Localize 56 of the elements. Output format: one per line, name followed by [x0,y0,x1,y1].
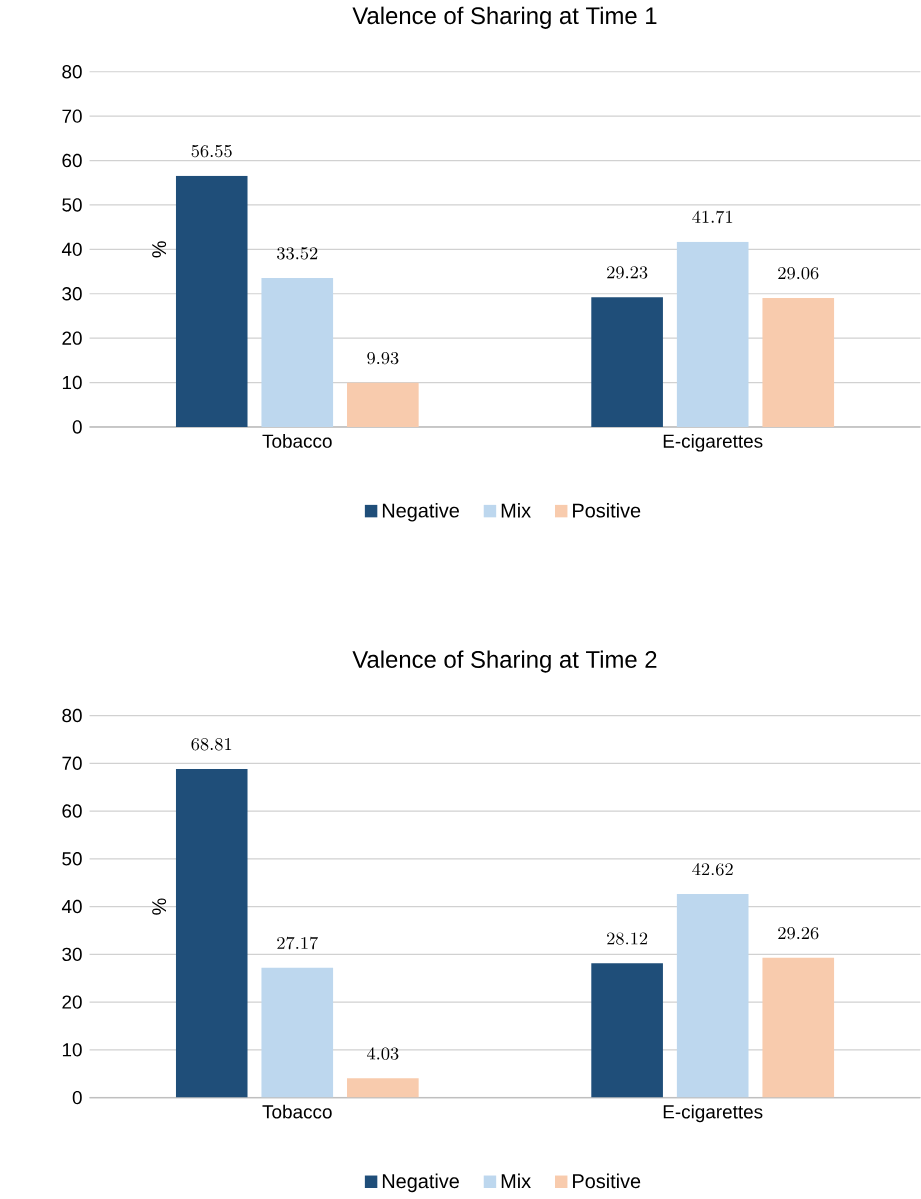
chart-title: Valence of Sharing at Time 2 [352,650,657,673]
y-tick-label: 20 [62,331,82,345]
data-label: 56.55 [191,144,232,158]
x-tick-label: Tobacco [262,1104,332,1119]
legend-label: Positive [572,502,641,518]
data-label: 28. 12 [606,932,648,945]
bar [591,963,663,1098]
data-label: 27. 17 [277,936,318,950]
data-label: 29.06 [778,267,819,280]
bar [591,297,663,427]
bar [346,382,419,427]
y-tick-label: 30 [62,947,82,962]
data-label: 29.23 [606,266,648,279]
bar [175,768,248,1098]
y-tick-label: 80 [62,708,82,723]
y-tick-label: 80 [62,65,82,79]
bar [762,297,834,427]
bar [762,957,834,1098]
bar [175,175,248,427]
data-label: 29.26 [778,926,819,940]
bar [261,278,333,427]
y-tick-label: 10 [62,375,82,390]
y-tick-label: 50 [62,852,82,866]
y-axis-title: % [152,898,167,915]
y-tick-label: 40 [61,899,82,914]
legend-label: Positive [572,1173,641,1189]
y-tick-label: 30 [62,287,82,301]
y-tick-label: 20 [62,995,82,1009]
legend-label: Mix [501,1173,531,1189]
y-tick-label: 60 [62,153,82,168]
data-label: 42.62 [692,862,733,876]
legend-label: Mix [501,502,531,518]
y-axis-title: % [152,241,167,258]
legend-label: Negative [382,502,459,522]
y-tick-label: 70 [62,109,82,123]
bar [261,967,333,1098]
y-tick-label: 10 [62,1043,82,1057]
y-tick-label: 0 [72,420,82,434]
data-label: 68.81 [191,738,232,751]
legend-label: Negative [382,1173,459,1193]
bar [346,1078,419,1098]
data-label: 41 .71 [692,210,733,224]
chart-title: Valence of Sharing at Time 1 [352,6,657,29]
data-label: 33.52 [276,247,318,260]
x-tick-label: E-cigarettes [663,1104,763,1123]
x-tick-label: E-cigarettes [663,433,763,452]
y-tick-label: 60 [62,804,82,818]
data-label: 4.03 [366,1047,399,1060]
bar [676,894,749,1098]
data-label: 9.93 [367,351,399,365]
bar [676,241,749,427]
y-tick-label: 40 [61,242,82,257]
y-tick-label: 70 [62,756,82,770]
y-tick-label: 50 [62,198,82,212]
y-tick-label: 0 [72,1090,82,1105]
x-tick-label: Tobacco [262,433,332,448]
